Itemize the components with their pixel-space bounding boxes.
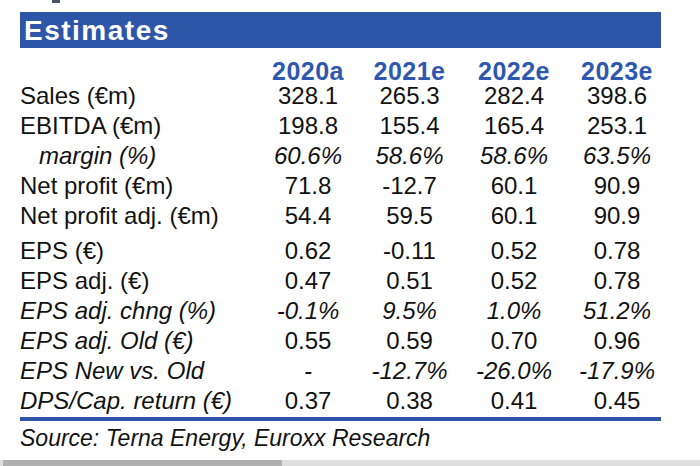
cell-value: 54.4 [258, 201, 358, 231]
cell-value: 0.47 [258, 266, 358, 296]
cell-value: 398.6 [567, 81, 667, 111]
cell-value: 282.4 [461, 81, 567, 111]
cell-value: 198.8 [258, 111, 358, 141]
cell-value: 90.9 [567, 171, 667, 201]
cell-value: -12.7 [358, 171, 461, 201]
row-label: EPS (€) [20, 236, 258, 266]
cell-value: 0.70 [461, 326, 567, 356]
cropped-text-artifact [52, 0, 60, 3]
table-row: EPS adj. Old (€)0.550.590.700.96 [20, 326, 680, 356]
cell-value: 328.1 [258, 81, 358, 111]
table-row: Net profit (€m)71.8-12.760.190.9 [20, 171, 680, 201]
row-label: EPS adj. chng (%) [20, 296, 258, 326]
cell-value: -0.1% [258, 296, 358, 326]
cell-value: 0.45 [567, 386, 667, 416]
cell-value: 60.6% [258, 141, 358, 171]
row-label: EPS New vs. Old [20, 356, 258, 386]
table-row: Sales (€m)328.1265.3282.4398.6 [20, 81, 680, 111]
cell-value: - [258, 356, 358, 386]
cell-value: 0.78 [567, 236, 667, 266]
estimates-table: 2020a 2021e 2022e 2023e Sales (€m)328.12… [20, 49, 680, 416]
table-row: margin (%)60.6%58.6%58.6%63.5% [20, 141, 680, 171]
table-row: EBITDA (€m)198.8155.4165.4253.1 [20, 111, 680, 141]
cell-value: 155.4 [358, 111, 461, 141]
cell-value: 9.5% [358, 296, 461, 326]
page: Estimates 2020a 2021e 2022e 2023e Sales … [0, 0, 700, 466]
row-label: margin (%) [20, 141, 258, 171]
cell-value: 0.52 [461, 236, 567, 266]
cell-value: 90.9 [567, 201, 667, 231]
cell-value: -0.11 [358, 236, 461, 266]
cell-value: 0.96 [567, 326, 667, 356]
row-label: EPS adj. (€) [20, 266, 258, 296]
table-title-banner: Estimates [20, 12, 661, 48]
cell-value: 0.78 [567, 266, 667, 296]
cell-value: 71.8 [258, 171, 358, 201]
horizontal-scrollbar[interactable] [0, 460, 700, 466]
cell-value: 253.1 [567, 111, 667, 141]
cell-value: 0.41 [461, 386, 567, 416]
table-body: Sales (€m)328.1265.3282.4398.6EBITDA (€m… [20, 81, 680, 416]
table-row: Net profit adj. (€m)54.459.560.190.9 [20, 201, 680, 231]
cell-value: 60.1 [461, 171, 567, 201]
row-label: Net profit adj. (€m) [20, 201, 258, 231]
cell-value: 60.1 [461, 201, 567, 231]
cell-value: -17.9% [567, 356, 667, 386]
cell-value: 165.4 [461, 111, 567, 141]
cell-value: 0.55 [258, 326, 358, 356]
table-header-row: 2020a 2021e 2022e 2023e [20, 49, 680, 81]
row-label: Sales (€m) [20, 81, 258, 111]
row-label: DPS/Cap. return (€) [20, 386, 258, 416]
source-note: Source: Terna Energy, Euroxx Research [20, 424, 430, 453]
cell-value: -26.0% [461, 356, 567, 386]
cell-value: 0.52 [461, 266, 567, 296]
table-row: EPS (€)0.62-0.110.520.78 [20, 236, 680, 266]
bottom-rule [20, 417, 661, 421]
cell-value: 63.5% [567, 141, 667, 171]
cell-value: 58.6% [358, 141, 461, 171]
row-label: Net profit (€m) [20, 171, 258, 201]
scrollbar-thumb[interactable] [3, 460, 282, 466]
table-row: EPS New vs. Old--12.7%-26.0%-17.9% [20, 356, 680, 386]
cell-value: -12.7% [358, 356, 461, 386]
row-label: EBITDA (€m) [20, 111, 258, 141]
table-row: DPS/Cap. return (€)0.370.380.410.45 [20, 386, 680, 416]
cell-value: 51.2% [567, 296, 667, 326]
cell-value: 0.38 [358, 386, 461, 416]
cell-value: 265.3 [358, 81, 461, 111]
cell-value: 0.59 [358, 326, 461, 356]
cell-value: 58.6% [461, 141, 567, 171]
table-title: Estimates [24, 15, 170, 46]
cell-value: 0.37 [258, 386, 358, 416]
cell-value: 1.0% [461, 296, 567, 326]
table-row: EPS adj. chng (%)-0.1%9.5%1.0%51.2% [20, 296, 680, 326]
cell-value: 59.5 [358, 201, 461, 231]
cell-value: 0.62 [258, 236, 358, 266]
table-row: EPS adj. (€)0.470.510.520.78 [20, 266, 680, 296]
cell-value: 0.51 [358, 266, 461, 296]
row-label: EPS adj. Old (€) [20, 326, 258, 356]
